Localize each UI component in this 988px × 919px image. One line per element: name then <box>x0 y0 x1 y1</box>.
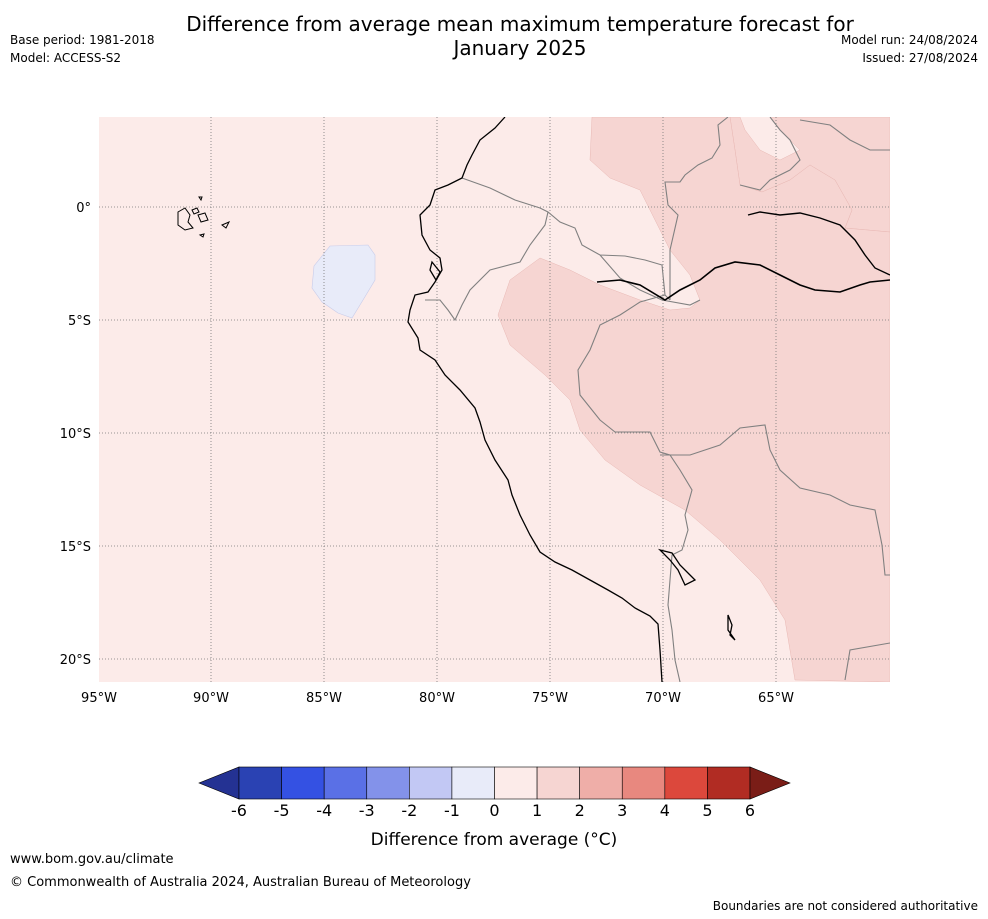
colorbar: -6 -5 -4 -3 -2 -1 0 1 2 3 4 5 6 <box>198 766 791 820</box>
coastlines <box>407 117 890 682</box>
map-title: Difference from average mean maximum tem… <box>0 12 988 60</box>
lon-label: 90°W <box>193 691 229 706</box>
colorbar-swatch <box>238 766 282 800</box>
colorbar-tick-label: -3 <box>359 801 375 820</box>
colorbar-tick-label: -5 <box>274 801 290 820</box>
colorbar-tick-label: 6 <box>745 801 755 820</box>
colorbar-swatch <box>323 766 368 800</box>
model-run-text: Model run: 24/08/2024 <box>840 33 978 47</box>
rio-negro <box>747 211 890 276</box>
colorbar-swatch <box>536 766 580 800</box>
colorbar-label: Difference from average (°C) <box>371 830 618 850</box>
colorbar-swatch <box>621 766 666 800</box>
footer-copyright: © Commonwealth of Australia 2024, Austra… <box>10 875 471 890</box>
lon-label: 65°W <box>758 691 794 706</box>
colorbar-swatch <box>664 766 708 800</box>
colorbar-tick-label: -2 <box>401 801 417 820</box>
lat-label: 5°S <box>68 314 91 329</box>
colorbar-swatch <box>366 766 410 800</box>
colorbar-tick-label: 4 <box>660 801 670 820</box>
colorbar-tick-label: 3 <box>617 801 627 820</box>
longitude-labels: 95°W 90°W 85°W 80°W 75°W 70°W 65°W <box>81 691 794 706</box>
anomaly-band-minus1-0 <box>311 244 376 319</box>
colorbar-extend-low <box>198 766 240 800</box>
colorbar-swatch <box>579 766 623 800</box>
colorbar-tick-label: 5 <box>702 801 712 820</box>
latitude-labels: 0° 5°S 10°S 15°S 20°S <box>60 201 91 668</box>
gridlines <box>99 117 890 682</box>
lake-poopo <box>727 614 736 641</box>
colorbar-swatch <box>451 766 495 800</box>
colorbar-swatch <box>281 766 325 800</box>
colorbar-swatch <box>409 766 453 800</box>
lon-label: 85°W <box>306 691 342 706</box>
issued-text: Issued: 27/08/2024 <box>862 51 978 65</box>
colorbar-extend-high <box>749 766 791 800</box>
country-borders <box>425 117 890 682</box>
lat-label: 15°S <box>60 540 91 555</box>
meta-left: Base period: 1981-2018 Model: ACCESS-S2 <box>10 31 155 67</box>
lat-label: 0° <box>76 201 91 216</box>
lon-label: 80°W <box>419 691 455 706</box>
amazon-river <box>596 261 890 301</box>
footer-disclaimer: Boundaries are not considered authoritat… <box>712 899 978 913</box>
colorbar-tick-label: 2 <box>575 801 585 820</box>
colorbar-swatch <box>707 766 751 800</box>
lon-label: 70°W <box>645 691 681 706</box>
model-text: Model: ACCESS-S2 <box>10 51 122 65</box>
meta-right: Model run: 24/08/2024 Issued: 27/08/2024 <box>841 31 978 67</box>
lake-titicaca <box>657 548 697 586</box>
colorbar-tick-label: -4 <box>316 801 332 820</box>
colorbar-swatch <box>494 766 538 800</box>
title-line-1: Difference from average mean maximum tem… <box>186 12 854 36</box>
lat-label: 20°S <box>60 653 91 668</box>
colorbar-tick-label: -1 <box>444 801 460 820</box>
footer-url[interactable]: www.bom.gov.au/climate <box>10 852 174 867</box>
gulf-of-guayaquil <box>429 260 441 282</box>
title-line-2: January 2025 <box>453 36 587 60</box>
map-area <box>99 117 890 682</box>
colorbar-tick-label: 1 <box>532 801 542 820</box>
colorbar-tick-label: -6 <box>231 801 247 820</box>
galapagos-islands <box>177 196 231 238</box>
base-period-text: Base period: 1981-2018 <box>10 33 155 47</box>
pacific-coastline <box>407 117 663 682</box>
lon-label: 75°W <box>532 691 568 706</box>
lat-label: 10°S <box>60 427 91 442</box>
colorbar-tick-label: 0 <box>489 801 499 820</box>
lon-label: 95°W <box>81 691 117 706</box>
